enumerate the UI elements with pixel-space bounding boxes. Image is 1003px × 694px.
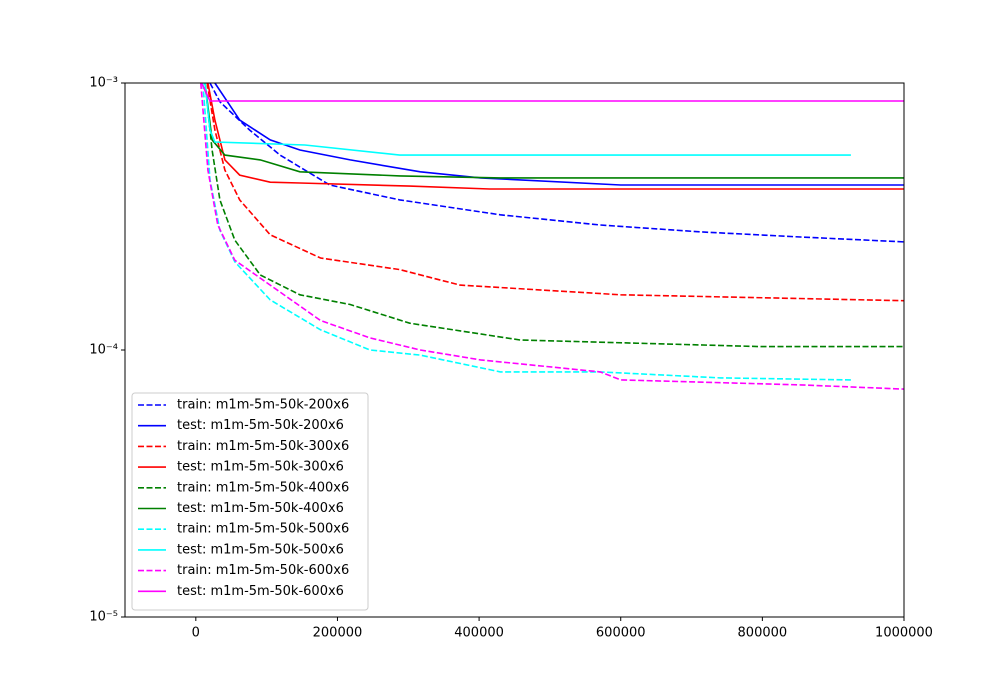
series-line [202, 83, 851, 381]
legend-label: test: m1m-5m-50k-400x6 [177, 501, 344, 516]
series-line [209, 83, 904, 243]
y-tick-label: 10⁻⁴ [89, 343, 118, 358]
legend-label: train: m1m-5m-50k-300x6 [177, 439, 349, 454]
legend-box [131, 392, 369, 611]
legend-label: test: m1m-5m-50k-300x6 [177, 460, 344, 475]
legend-label: train: m1m-5m-50k-500x6 [177, 522, 349, 537]
x-tick-label: 800000 [738, 626, 788, 641]
legend-label: train: m1m-5m-50k-200x6 [177, 398, 349, 413]
x-tick-label: 1000000 [875, 626, 933, 641]
legend-label: test: m1m-5m-50k-200x6 [177, 418, 344, 433]
plot-frame [124, 82, 905, 618]
series-line [204, 83, 851, 156]
x-tick-label: 400000 [454, 626, 504, 641]
x-tick-label: 0 [192, 626, 200, 641]
legend-label: train: m1m-5m-50k-400x6 [177, 480, 349, 495]
series-line [214, 83, 904, 186]
y-tick-label: 10⁻⁵ [89, 610, 118, 625]
legend-label: train: m1m-5m-50k-600x6 [177, 563, 349, 578]
plot-lines [200, 83, 904, 390]
series-line [204, 83, 904, 348]
legend-label: test: m1m-5m-50k-600x6 [177, 584, 344, 599]
series-line [207, 83, 904, 190]
legend-label: test: m1m-5m-50k-500x6 [177, 542, 344, 557]
y-tick-label: 10⁻³ [89, 76, 118, 91]
x-tick-label: 200000 [313, 626, 363, 641]
x-tick-label: 600000 [596, 626, 646, 641]
series-line [200, 83, 904, 102]
